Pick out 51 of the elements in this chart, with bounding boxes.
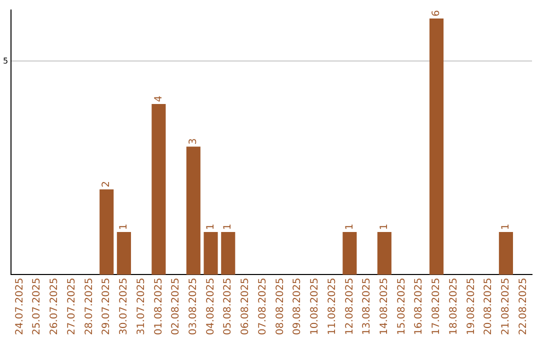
x-tick-label: 08.08.2025 bbox=[274, 278, 286, 336]
data-label: 1 bbox=[222, 224, 234, 230]
x-tick-label: 20.08.2025 bbox=[483, 278, 494, 336]
x-tick-label: 15.08.2025 bbox=[396, 278, 408, 336]
data-label: 4 bbox=[153, 96, 164, 102]
bar bbox=[377, 232, 392, 275]
x-tick-label: 04.08.2025 bbox=[205, 278, 216, 336]
x-tick-label: 29.07.2025 bbox=[101, 278, 112, 336]
x-tick-label: 24.07.2025 bbox=[14, 278, 26, 336]
x-tick-label: 16.08.2025 bbox=[414, 278, 425, 336]
x-tick-label: 31.07.2025 bbox=[136, 278, 147, 336]
data-label: 6 bbox=[431, 10, 442, 17]
bar bbox=[204, 232, 218, 275]
x-tick-label: 06.08.2025 bbox=[240, 278, 252, 336]
x-tick-label: 28.07.2025 bbox=[84, 278, 95, 336]
bar bbox=[152, 104, 166, 275]
x-tick-label: 03.08.2025 bbox=[188, 278, 199, 336]
bar bbox=[116, 232, 131, 275]
data-label: 1 bbox=[344, 224, 356, 230]
x-tick-label: 17.08.2025 bbox=[431, 278, 442, 336]
x-tick-label: 07.08.2025 bbox=[257, 278, 268, 336]
bar bbox=[100, 189, 114, 275]
bar bbox=[429, 18, 444, 275]
data-label: 1 bbox=[379, 224, 390, 230]
data-label: 1 bbox=[500, 224, 512, 230]
x-tick-label: 14.08.2025 bbox=[379, 278, 390, 336]
x-tick-label: 11.08.2025 bbox=[326, 278, 338, 336]
data-label: 1 bbox=[205, 224, 216, 230]
x-tick-label: 25.07.2025 bbox=[32, 278, 43, 336]
x-tick-label: 13.08.2025 bbox=[362, 278, 373, 336]
bar bbox=[186, 146, 200, 275]
x-tick-label: 02.08.2025 bbox=[170, 278, 182, 336]
x-tick-label: 01.08.2025 bbox=[153, 278, 164, 336]
x-tick-label: 21.08.2025 bbox=[500, 278, 512, 336]
data-label: 3 bbox=[188, 138, 199, 145]
y-tick-label: 5 bbox=[2, 56, 8, 66]
x-tick-label: 09.08.2025 bbox=[292, 278, 304, 336]
x-tick-label: 19.08.2025 bbox=[466, 278, 477, 336]
x-tick-label: 26.07.2025 bbox=[49, 278, 60, 336]
bar bbox=[498, 232, 513, 275]
x-tick-label: 27.07.2025 bbox=[66, 278, 78, 336]
x-tick-label: 22.08.2025 bbox=[518, 278, 529, 336]
x-tick-label: 10.08.2025 bbox=[310, 278, 321, 336]
x-tick-label: 30.07.2025 bbox=[118, 278, 130, 336]
x-tick-label: 18.08.2025 bbox=[448, 278, 460, 336]
bar bbox=[221, 232, 236, 275]
bar bbox=[342, 232, 357, 275]
x-tick-label: 05.08.2025 bbox=[222, 278, 234, 336]
data-label: 1 bbox=[118, 224, 130, 230]
data-label: 2 bbox=[101, 180, 112, 188]
x-tick-label: 12.08.2025 bbox=[344, 278, 356, 336]
